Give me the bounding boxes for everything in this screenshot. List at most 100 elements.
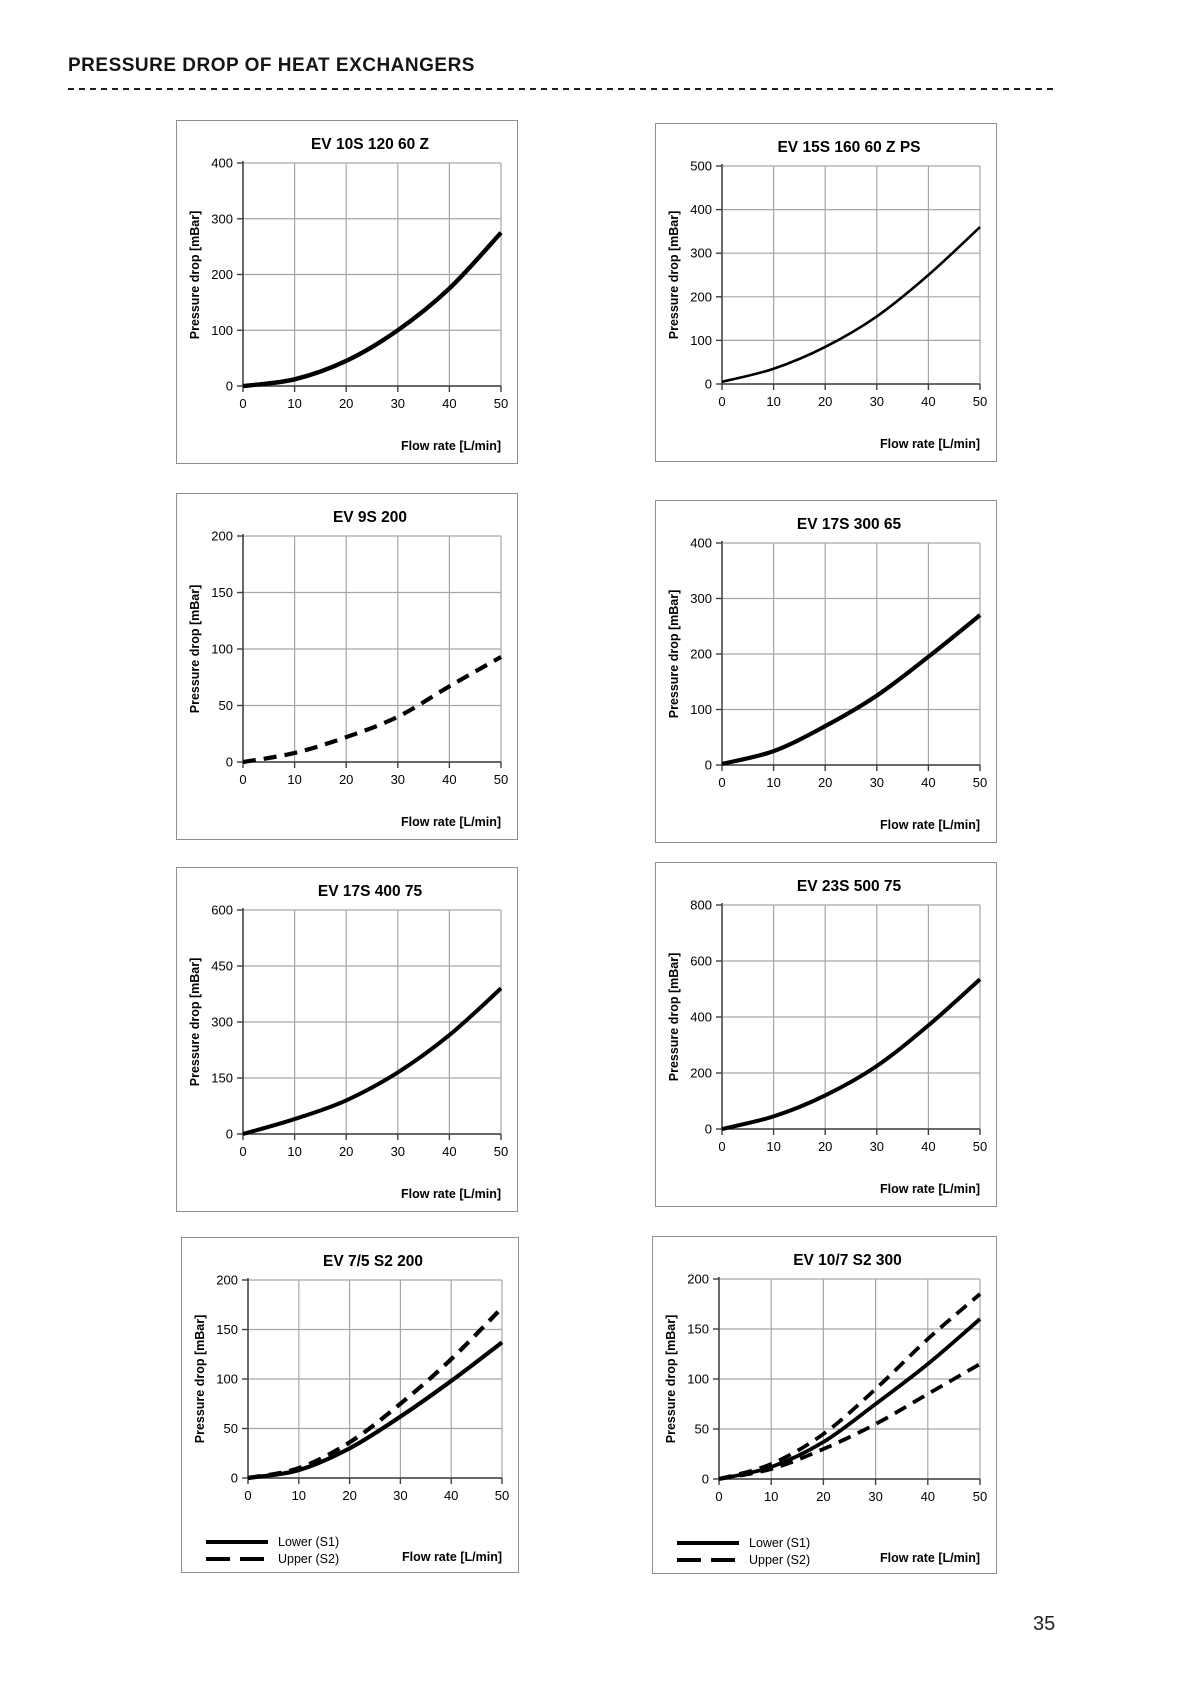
legend-label: Lower (S1) [278, 1534, 340, 1549]
svg-text:400: 400 [690, 536, 712, 551]
svg-text:150: 150 [216, 1322, 238, 1337]
svg-text:600: 600 [211, 903, 233, 918]
legend-entry-lower-s1: Lower (S1) [677, 1534, 810, 1551]
svg-text:20: 20 [339, 772, 353, 787]
chart-panel-ev-10-7-s2-300: EV 10/7 S2 300 Pressure drop [mBar] Lowe… [652, 1236, 997, 1574]
svg-text:0: 0 [715, 1489, 722, 1504]
svg-text:0: 0 [705, 758, 712, 773]
svg-text:0: 0 [718, 1139, 725, 1154]
svg-text:30: 30 [870, 775, 884, 790]
svg-text:0: 0 [244, 1488, 251, 1503]
svg-text:50: 50 [219, 698, 233, 713]
svg-text:20: 20 [339, 1144, 353, 1159]
svg-text:10: 10 [287, 772, 301, 787]
svg-text:400: 400 [690, 1010, 712, 1025]
svg-text:40: 40 [442, 772, 456, 787]
svg-text:200: 200 [687, 1272, 709, 1287]
svg-text:200: 200 [216, 1273, 238, 1288]
x-axis-title: Flow rate [L/min] [880, 1551, 980, 1565]
svg-text:50: 50 [973, 394, 987, 409]
svg-text:50: 50 [973, 1139, 987, 1154]
svg-text:200: 200 [690, 1066, 712, 1081]
legend-label: Upper (S2) [278, 1551, 340, 1566]
page-title: PRESSURE DROP OF HEAT EXCHANGERS [68, 55, 475, 76]
svg-text:50: 50 [973, 1489, 987, 1504]
svg-text:10: 10 [766, 1139, 780, 1154]
legend-entry-upper-s2: Upper (S2) [206, 1550, 339, 1567]
svg-text:10: 10 [287, 1144, 301, 1159]
svg-text:0: 0 [239, 396, 246, 411]
svg-text:0: 0 [231, 1471, 238, 1486]
legend-label: Lower (S1) [749, 1535, 811, 1550]
chart-panel-ev-15s-160-60-z-ps: EV 15S 160 60 Z PS Pressure drop [mBar] … [655, 123, 997, 462]
svg-text:40: 40 [444, 1488, 458, 1503]
svg-text:450: 450 [211, 959, 233, 974]
svg-text:20: 20 [339, 396, 353, 411]
svg-text:0: 0 [226, 1127, 233, 1142]
legend-solid-line-sample [206, 1539, 268, 1544]
svg-text:50: 50 [695, 1422, 709, 1437]
chart-panel-ev-7-5-s2-200: EV 7/5 S2 200 Pressure drop [mBar] Lower… [181, 1237, 519, 1573]
svg-text:50: 50 [973, 775, 987, 790]
svg-text:200: 200 [211, 529, 233, 544]
svg-text:0: 0 [226, 379, 233, 394]
svg-text:300: 300 [690, 246, 712, 261]
svg-text:30: 30 [868, 1489, 882, 1504]
svg-text:10: 10 [764, 1489, 778, 1504]
x-axis-title: Flow rate [L/min] [401, 815, 501, 829]
legend-dashed-line-sample [206, 1556, 268, 1561]
legend-entry-lower-s1: Lower (S1) [206, 1533, 339, 1550]
chart-panel-ev-9s-200: EV 9S 200 Pressure drop [mBar] Flow rate… [176, 493, 518, 840]
chart-title: EV 10S 120 60 Z [310, 136, 430, 153]
svg-text:50: 50 [494, 1144, 508, 1159]
svg-text:40: 40 [921, 775, 935, 790]
svg-text:400: 400 [690, 202, 712, 217]
chart-title: EV 17S 300 65 [796, 516, 902, 533]
svg-text:0: 0 [718, 394, 725, 409]
legend-solid-line-sample [677, 1540, 739, 1545]
svg-text:200: 200 [690, 289, 712, 304]
svg-text:30: 30 [391, 1144, 405, 1159]
x-axis-title: Flow rate [L/min] [880, 1182, 980, 1196]
svg-text:30: 30 [870, 394, 884, 409]
chart-panel-ev-17s-300-65: EV 17S 300 65 Pressure drop [mBar] Flow … [655, 500, 997, 843]
svg-text:10: 10 [766, 775, 780, 790]
svg-text:0: 0 [705, 377, 712, 392]
x-axis-title: Flow rate [L/min] [880, 818, 980, 832]
x-axis-title: Flow rate [L/min] [401, 439, 501, 453]
svg-text:10: 10 [766, 394, 780, 409]
svg-text:20: 20 [342, 1488, 356, 1503]
header-dashed-divider [68, 88, 1056, 90]
svg-text:100: 100 [211, 642, 233, 657]
svg-text:40: 40 [921, 1139, 935, 1154]
chart-title: EV 15S 160 60 Z PS [777, 139, 921, 156]
svg-text:10: 10 [292, 1488, 306, 1503]
svg-text:40: 40 [442, 396, 456, 411]
svg-text:300: 300 [690, 591, 712, 606]
legend-label: Upper (S2) [749, 1552, 811, 1567]
svg-text:50: 50 [224, 1421, 238, 1436]
chart-title: EV 7/5 S2 200 [323, 1253, 423, 1270]
svg-text:20: 20 [818, 394, 832, 409]
legend-dashed-line-sample [677, 1557, 739, 1562]
svg-text:200: 200 [690, 647, 712, 662]
svg-text:150: 150 [687, 1322, 709, 1337]
svg-text:100: 100 [690, 702, 712, 717]
svg-text:400: 400 [211, 156, 233, 171]
svg-text:800: 800 [690, 898, 712, 913]
chart-title: EV 10/7 S2 300 [793, 1252, 902, 1269]
chart-title: EV 9S 200 [332, 509, 408, 526]
svg-text:20: 20 [818, 775, 832, 790]
svg-text:30: 30 [870, 1139, 884, 1154]
svg-text:500: 500 [690, 159, 712, 174]
chart-title: EV 17S 400 75 [317, 883, 423, 900]
chart-title: EV 23S 500 75 [796, 878, 902, 895]
svg-text:30: 30 [391, 772, 405, 787]
chart-panel-ev-10s-120-60-z: EV 10S 120 60 Z Pressure drop [mBar] Flo… [176, 120, 518, 464]
svg-text:100: 100 [216, 1372, 238, 1387]
svg-text:100: 100 [690, 333, 712, 348]
svg-text:20: 20 [816, 1489, 830, 1504]
svg-text:50: 50 [494, 772, 508, 787]
svg-text:40: 40 [921, 394, 935, 409]
svg-text:40: 40 [442, 1144, 456, 1159]
